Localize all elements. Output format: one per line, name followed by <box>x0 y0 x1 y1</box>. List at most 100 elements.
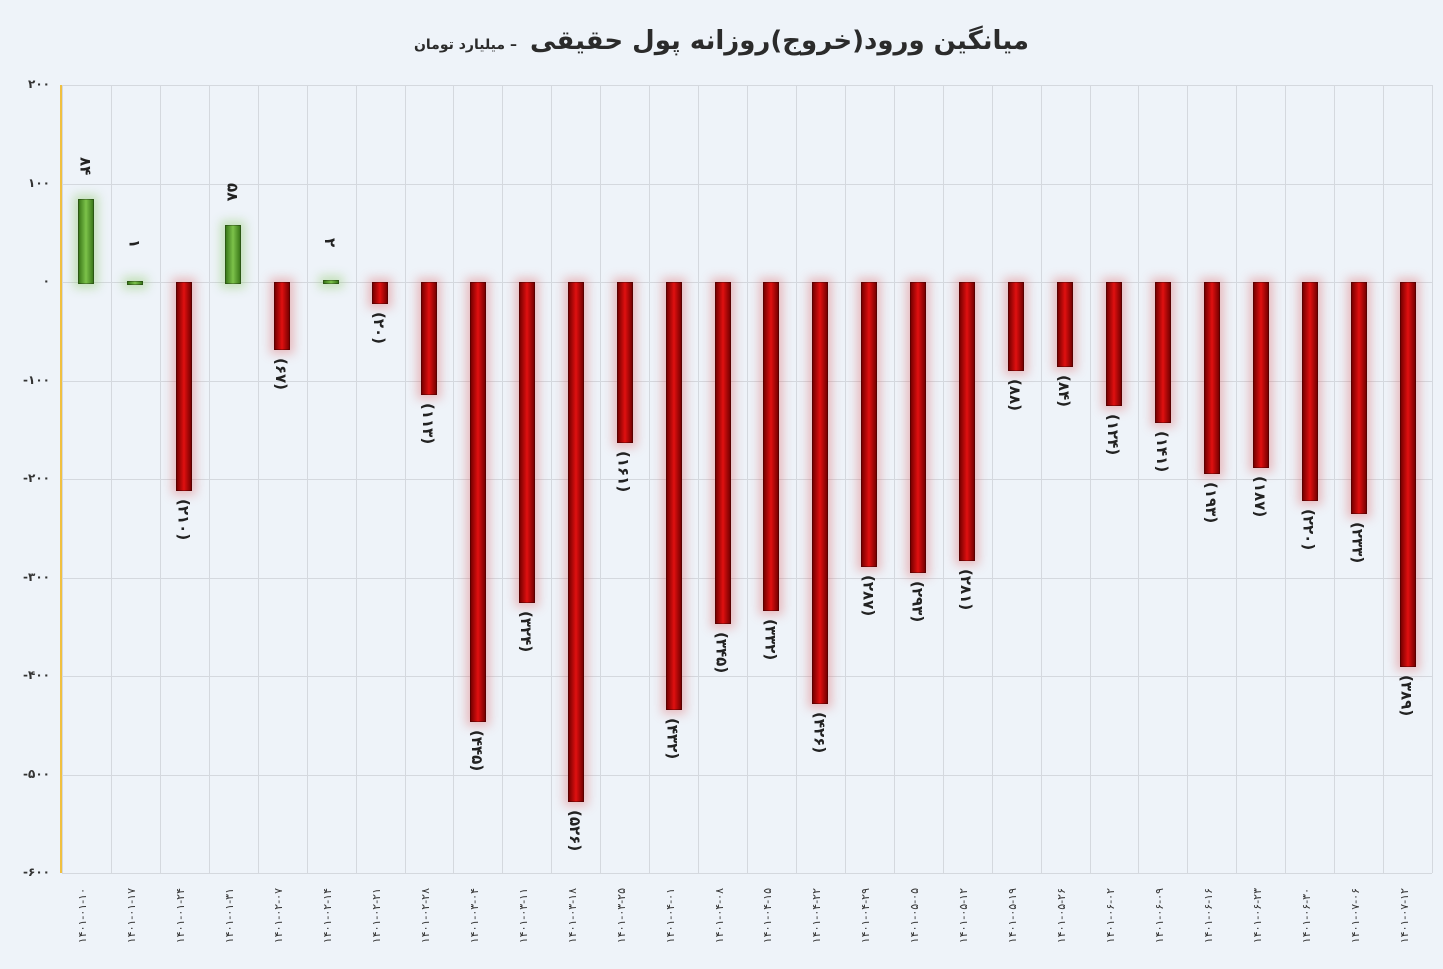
bar <box>665 282 682 710</box>
bar-value-label: ۲ <box>321 238 340 248</box>
gridline <box>1138 85 1140 873</box>
x-tick-label: ۱۴۰۱-۰۵-۰۵ <box>908 888 922 944</box>
chart-title: میانگین ورود(خروج)روزانه پول حقیقی – میل… <box>0 26 1443 56</box>
bar <box>1301 282 1318 501</box>
bar-value-label: (۱۹۳) <box>1201 482 1220 524</box>
bar <box>1008 282 1025 371</box>
x-tick-label: ۱۴۰۱-۰۲-۲۸ <box>418 888 432 944</box>
gridline <box>698 85 700 873</box>
gridline <box>795 85 797 873</box>
gridline <box>453 85 455 873</box>
bar <box>420 282 437 396</box>
bar <box>910 282 927 573</box>
title-unit: – میلیارد تومان <box>413 37 517 53</box>
x-tick-label: ۱۴۰۱-۰۳-۱۸ <box>565 888 579 944</box>
bar <box>274 282 291 350</box>
x-tick-label: ۱۴۰۱-۰۳-۲۵ <box>614 888 628 944</box>
bar <box>567 282 584 803</box>
gridline <box>551 85 553 873</box>
gridline <box>1089 85 1091 873</box>
bar <box>616 282 633 443</box>
x-tick-label: ۱۴۰۱-۰۶-۱۶ <box>1201 888 1215 944</box>
x-tick-label: ۱۴۰۱-۰۶-۰۲ <box>1103 888 1117 944</box>
gridline <box>110 85 112 873</box>
y-tick-label: -۶۰۰ <box>23 865 50 879</box>
gridline <box>991 85 993 873</box>
gridline <box>502 85 504 873</box>
bar-value-label: (۲۹۳) <box>908 580 927 622</box>
x-tick-label: ۱۴۰۱-۰۲-۰۷ <box>272 888 286 944</box>
bar <box>714 282 731 624</box>
gridline <box>1334 85 1336 873</box>
bar <box>1105 282 1122 407</box>
bar <box>176 282 193 491</box>
title-main: میانگین ورود(خروج)روزانه پول حقیقی <box>530 26 1030 56</box>
x-tick-label: ۱۴۰۱-۰۱-۲۴ <box>174 888 188 944</box>
bar-value-label: (۲۱۰) <box>174 498 193 541</box>
bar-value-label: (۲۸۱) <box>957 568 976 610</box>
y-tick-label: ۲۰۰ <box>28 77 50 91</box>
bar <box>1399 282 1416 668</box>
gridline <box>159 85 161 873</box>
x-tick-label: ۱۴۰۱-۰۴-۱۵ <box>761 888 775 944</box>
bar-value-label: (۴۲۶) <box>810 711 829 753</box>
bar-value-label: (۲۲۰) <box>1299 508 1318 550</box>
x-tick-label: ۱۴۰۱-۰۴-۲۲ <box>810 888 824 944</box>
bar-value-label: (۲۳۳) <box>1348 521 1367 563</box>
bar <box>225 224 242 284</box>
x-tick-label: ۱۴۰۱-۰۴-۲۹ <box>859 888 873 944</box>
x-tick-label: ۱۴۰۱-۰۶-۳۰ <box>1299 888 1313 944</box>
bar-value-label: (۵۲۶) <box>565 810 584 852</box>
bar-value-label: (۱۴۱) <box>1152 430 1171 473</box>
bar-value-label: (۳۲۴) <box>516 611 535 653</box>
gridline <box>1285 85 1287 873</box>
gridline <box>1187 85 1189 873</box>
gridline <box>62 873 1432 874</box>
bar-value-label: (۱۱۳) <box>418 403 437 445</box>
bar-value-label: (۴۴۵) <box>467 730 486 772</box>
bar <box>763 282 780 612</box>
x-tick-label: ۱۴۰۱-۰۴-۰۱ <box>663 888 677 944</box>
plot-area: ۸۴ ۱ (۲۱۰) ۵۸ (۶۷) ۲ (۲۰) (۱۱۳) (۴۴۵) (۳۲۴) (۵۲۶) (… <box>60 85 1433 874</box>
x-tick-label: ۱۴۰۱-۰۱-۱۰ <box>76 888 90 944</box>
bar-value-label: (۶۷) <box>272 357 291 391</box>
bar-value-label: (۳۴۵) <box>712 631 731 673</box>
bar-value-label: (۱۸۷) <box>1250 476 1269 518</box>
gridline <box>844 85 846 873</box>
gridline <box>1040 85 1042 873</box>
bar <box>959 282 976 561</box>
x-tick-label: ۱۴۰۱-۰۲-۱۴ <box>321 888 335 944</box>
bar <box>1203 282 1220 475</box>
bar <box>372 282 389 304</box>
bar-value-label: (۴۳۲) <box>663 717 682 759</box>
y-tick-label: -۴۰۰ <box>23 668 50 682</box>
bar <box>1350 282 1367 514</box>
x-tick-label: ۱۴۰۱-۰۱-۳۱ <box>223 888 237 944</box>
x-tick-label: ۱۴۰۱-۰۳-۱۱ <box>516 888 530 944</box>
bar-value-label: (۲۸۷) <box>859 574 878 616</box>
bar <box>469 282 486 723</box>
bar-value-label: ۸۴ <box>76 157 95 176</box>
bar-value-label: (۱۶۱) <box>614 450 633 492</box>
bar <box>518 282 535 604</box>
gridline <box>1432 85 1433 873</box>
x-tick-label: ۱۴۰۱-۰۵-۱۹ <box>1006 888 1020 944</box>
gridline <box>893 85 895 873</box>
y-tick-label: -۳۰۰ <box>23 569 50 584</box>
bar <box>323 280 340 285</box>
bar-value-label: (۸۴) <box>1055 374 1074 407</box>
gridline <box>942 85 944 873</box>
x-tick-label: ۱۴۰۱-۰۲-۲۱ <box>370 888 384 944</box>
x-tick-label: ۱۴۰۱-۰۶-۲۳ <box>1250 888 1264 944</box>
gridline <box>257 85 259 873</box>
y-tick-label: -۵۰۰ <box>23 766 50 781</box>
gridline <box>1383 85 1385 873</box>
bar-value-label: (۱۲۴) <box>1103 414 1122 456</box>
x-tick-label: ۱۴۰۱-۰۶-۰۹ <box>1152 888 1166 944</box>
gridline <box>306 85 308 873</box>
x-tick-label: ۱۴۰۱-۰۱-۱۷ <box>125 888 139 944</box>
gridline <box>1236 85 1238 873</box>
bar <box>78 199 95 284</box>
bar-value-label: (۸۸) <box>1006 378 1025 411</box>
bar-value-label: ۵۸ <box>223 182 242 202</box>
